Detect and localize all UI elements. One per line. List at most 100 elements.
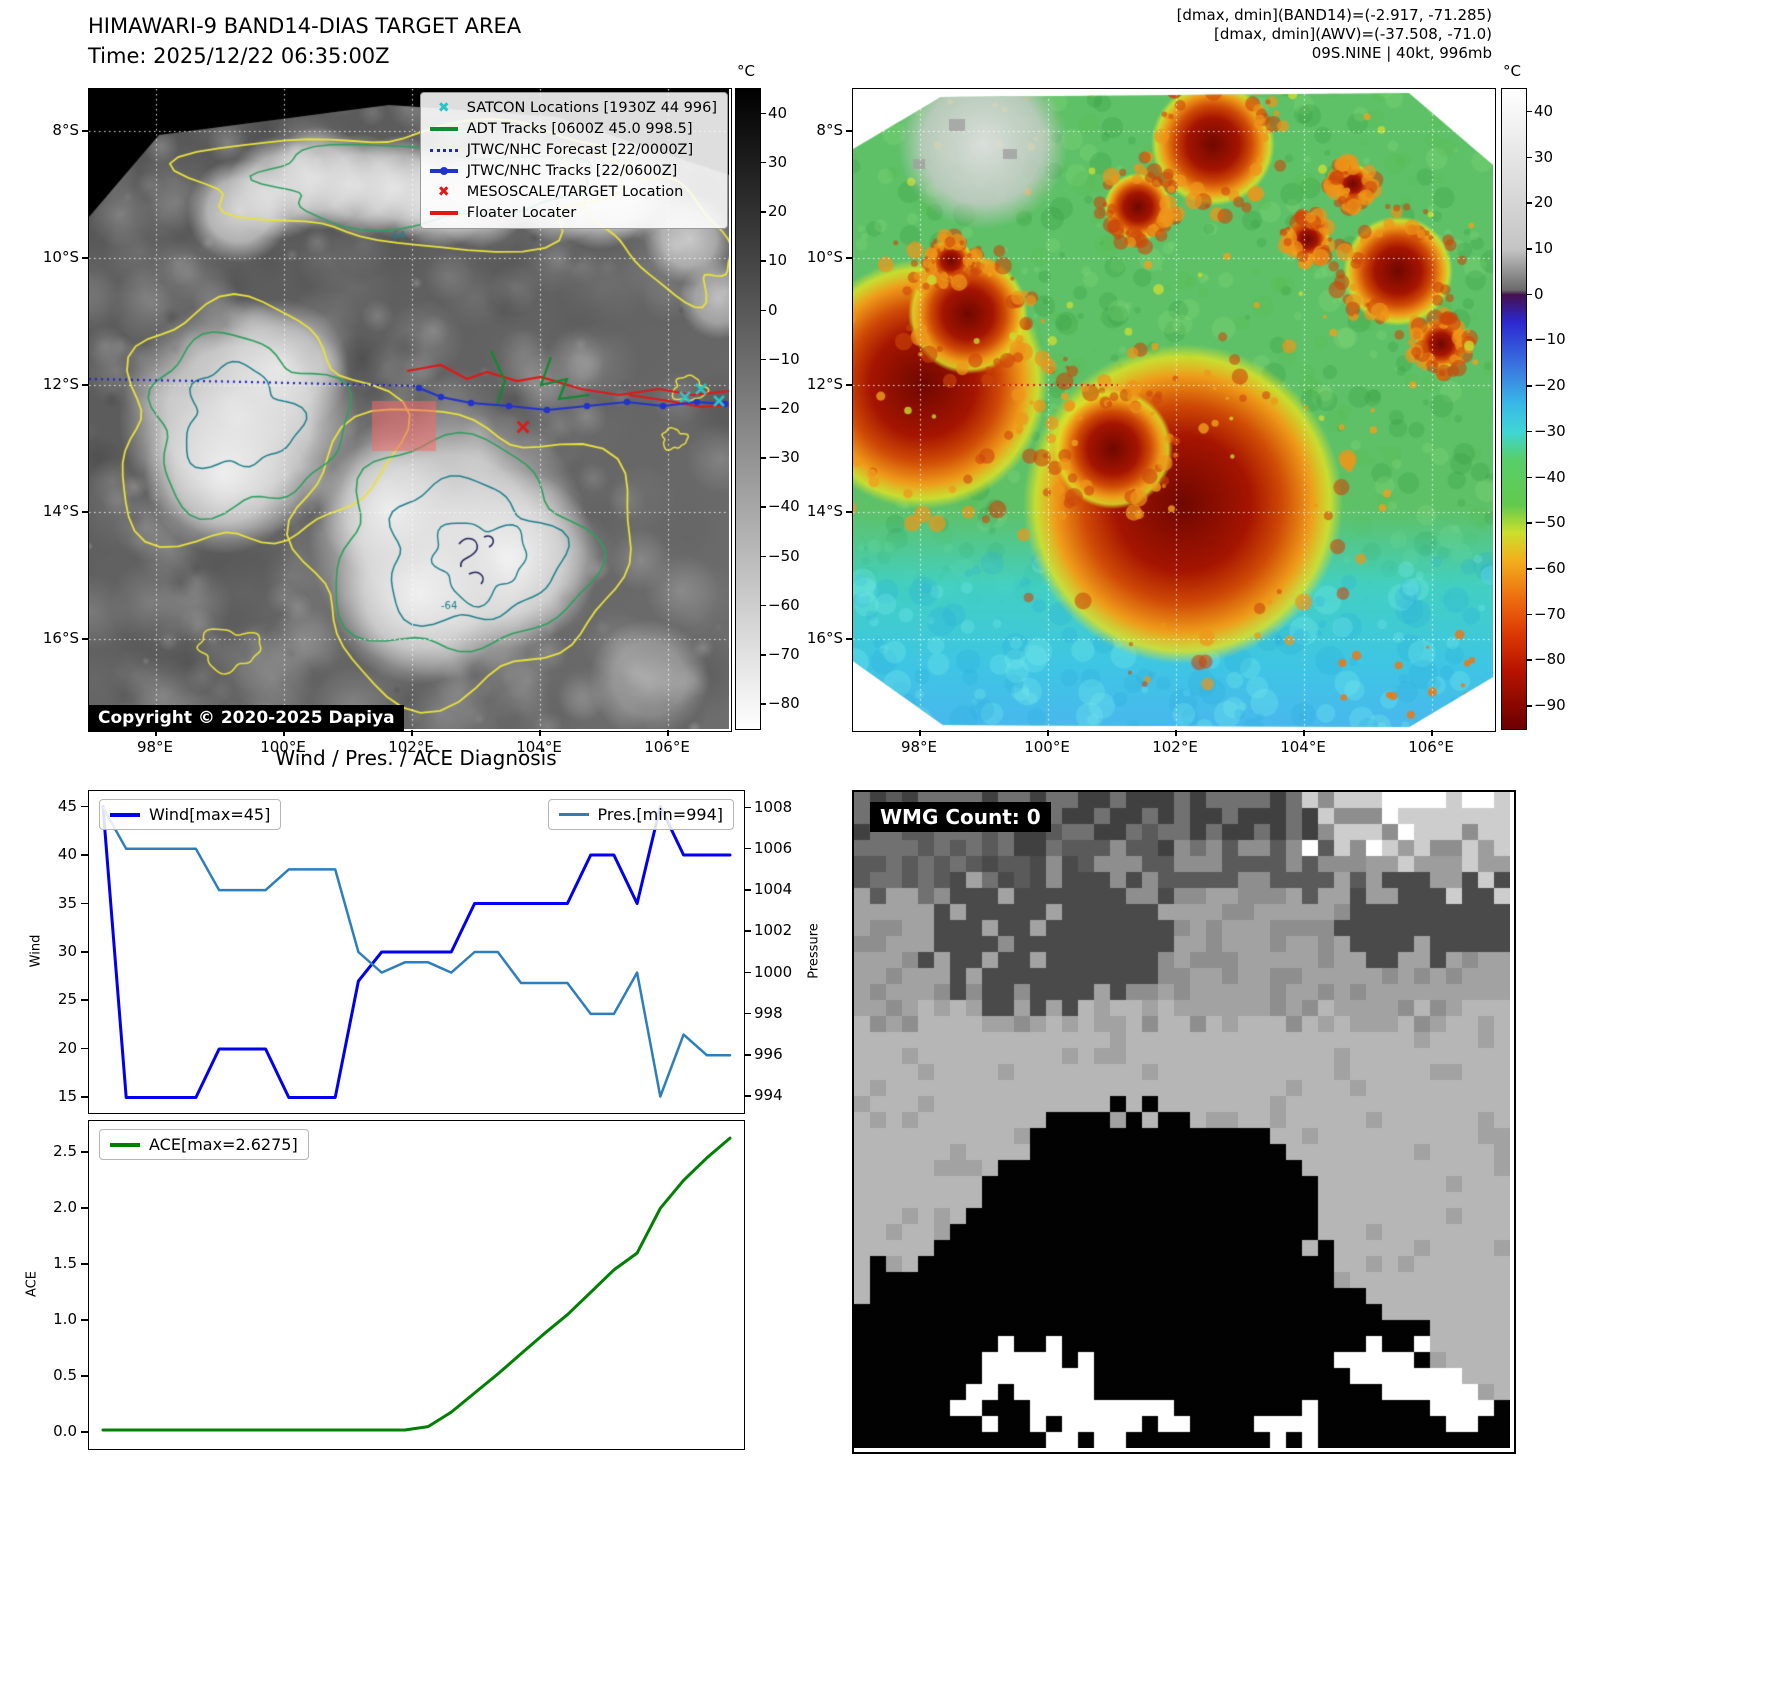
svgACE-series-0	[101, 1136, 732, 1432]
awv-lat-tick-label: 10°S	[806, 248, 843, 266]
awv-lon-tick-label: 98°E	[900, 738, 938, 756]
windchart-left-tick-label: 30	[57, 942, 77, 960]
band14-lat-tick-label: 8°S	[52, 121, 79, 139]
windchart-left-tickmark	[81, 951, 88, 953]
svgWind-series-0	[101, 805, 732, 1099]
band14-lat-tickmark	[82, 511, 88, 513]
cbAWV-tickmark	[1527, 110, 1532, 113]
band14-lon-tickmark	[539, 730, 541, 736]
wmg-count-label: WMG Count: 0	[870, 802, 1051, 832]
windchart-right-tick-label: 1000	[754, 962, 793, 981]
awv-header-line2: [dmax, dmin](AWV)=(-37.508, -71.0)	[1213, 25, 1492, 43]
line-marker-marker-icon	[429, 164, 459, 178]
windchart-left-tick-label: 20	[57, 1038, 77, 1057]
band14-title: HIMAWARI-9 BAND14-DIAS TARGET AREA	[88, 14, 522, 38]
awv-lon-tickmark	[1431, 730, 1433, 736]
acechart-left-tickmark	[81, 1263, 88, 1265]
pressure-line-sample-icon	[558, 812, 589, 817]
band14-colorbar	[735, 88, 761, 730]
line-marker-icon	[429, 122, 459, 136]
legend-item-label: SATCON Locations [1930Z 44 996]	[466, 100, 717, 116]
windchart-right-tickmark	[744, 1095, 751, 1097]
windchart-right-tick-label: 1006	[754, 838, 793, 857]
awv-lon-tick-label: 104°E	[1280, 738, 1326, 756]
x-marker-icon: ✖	[437, 100, 450, 116]
cbBand14-tick-label: 0	[768, 300, 778, 319]
awv-lon-tick-label: 100°E	[1024, 738, 1070, 756]
cbAWV-tick-label: 30	[1534, 147, 1554, 166]
legend-item-label: MESOSCALE/TARGET Location	[466, 184, 684, 200]
pressure-axis-label: Pressure	[806, 923, 822, 979]
legend-item: Floater Locater	[429, 204, 717, 222]
windchart-right-tick-label: 1008	[754, 797, 793, 816]
cbBand14-tick-label: −40	[768, 497, 800, 516]
copyright-label: Copyright © 2020-2025 Dapiya	[89, 705, 404, 731]
cbAWV-tickmark	[1527, 248, 1532, 250]
cbAWV-tick-label: 0	[1534, 284, 1544, 303]
cbBand14-tickmark	[761, 112, 766, 115]
awv-lat-tick-label: 8°S	[816, 121, 843, 139]
wmg-panel: WMG Count: 0	[852, 790, 1516, 1454]
acechart-left-tick-label: 0.0	[53, 1422, 77, 1441]
cbAWV-tickmark	[1527, 476, 1532, 479]
cbAWV-tick-label: 20	[1534, 193, 1554, 212]
windchart-left-tick-label: 35	[57, 893, 77, 912]
awv-colorbar-unit: °C	[1503, 62, 1521, 80]
wind-pressure-plot	[101, 805, 732, 1099]
cbBand14-tick-label: 30	[768, 152, 788, 171]
acechart-left-tickmark	[81, 1375, 88, 1377]
acechart-left-tickmark	[81, 1207, 88, 1209]
windchart-right-tick-label: 1004	[754, 880, 793, 899]
cbBand14-tickmark	[761, 506, 766, 508]
band14-time-subtitle: Time: 2025/12/22 06:35:00Z	[88, 44, 390, 68]
wind-line-sample-icon	[110, 812, 140, 817]
cbBand14-tick-label: −10	[768, 349, 800, 368]
band14-lat-tick-label: 10°S	[42, 248, 79, 266]
cbBand14-tick-label: −30	[768, 448, 800, 467]
cbBand14-tick-label: −20	[768, 399, 800, 417]
cbAWV-tickmark	[1527, 430, 1532, 433]
legend-item: ✖ SATCON Locations [1930Z 44 996]	[429, 99, 717, 117]
awv-lon-tickmark	[1047, 730, 1049, 736]
band14-lon-tick-label: 100°E	[260, 738, 306, 756]
cbAWV-tickmark	[1527, 568, 1532, 570]
windchart-right-tick-label: 996	[754, 1045, 783, 1064]
cbBand14-tick-label: −60	[768, 595, 800, 614]
cbAWV-tick-label: −20	[1534, 376, 1566, 395]
cbBand14-tickmark	[761, 703, 766, 705]
ace-chart: ACE[max=2.6275]	[88, 1120, 745, 1450]
legend-item: JTWC/NHC Forecast [22/0000Z]	[429, 141, 717, 159]
awv-lon-tickmark	[1175, 730, 1177, 736]
band14-lon-tick-label: 106°E	[644, 738, 690, 756]
cbBand14-tick-label: −80	[768, 694, 800, 713]
band14-map-legend: ✖ SATCON Locations [1930Z 44 996] ADT Trac…	[419, 92, 728, 229]
band14-lon-tick-label: 104°E	[516, 738, 562, 756]
cbAWV-tick-label: −60	[1534, 559, 1566, 577]
awv-lat-tickmark	[846, 257, 852, 259]
windchart-left-tickmark	[81, 805, 88, 808]
windchart-right-tick-label: 994	[754, 1086, 783, 1105]
cbBand14-tickmark	[761, 260, 766, 262]
cbBand14-tickmark	[761, 604, 766, 607]
band14-lon-tick-label: 98°E	[136, 738, 174, 756]
acechart-left-tickmark	[81, 1431, 88, 1433]
x-marker-icon: ✖	[437, 184, 450, 200]
awv-lat-tickmark	[846, 130, 852, 132]
cbAWV-tickmark	[1527, 705, 1532, 707]
ace-legend-label: ACE[max=2.6275]	[149, 1135, 298, 1154]
cbAWV-tickmark	[1527, 613, 1532, 616]
acechart-left-tick-label: 2.5	[53, 1142, 77, 1161]
ace-line-sample-icon	[110, 1142, 140, 1147]
awv-colorbar	[1501, 88, 1527, 730]
cbBand14-tickmark	[761, 358, 766, 361]
cbBand14-tickmark	[761, 457, 766, 459]
ace-plot	[101, 1136, 732, 1432]
windchart-left-tickmark	[81, 1096, 88, 1098]
band14-lat-tickmark	[82, 257, 88, 259]
pressure-legend-label: Pres.[min=994]	[597, 805, 723, 824]
legend-item-label: JTWC/NHC Tracks [22/0600Z]	[466, 163, 678, 179]
cbBand14-tick-label: −70	[768, 645, 800, 664]
cbAWV-tick-label: −10	[1534, 330, 1566, 349]
band14-lat-tick-label: 14°S	[42, 502, 79, 520]
cbAWV-tick-label: 40	[1534, 101, 1554, 120]
